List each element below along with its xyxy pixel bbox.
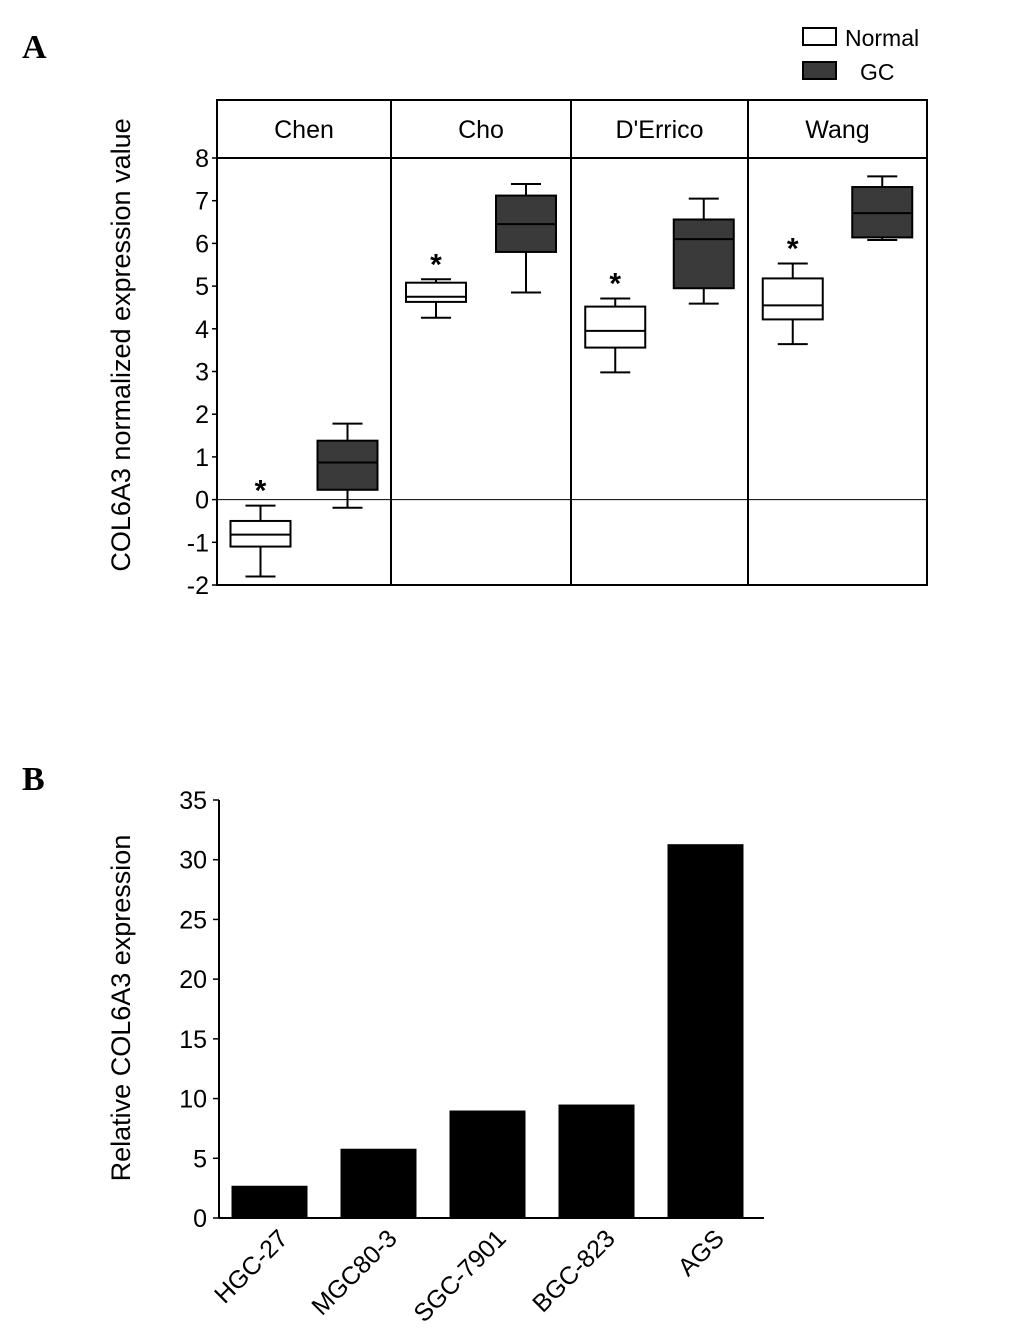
box-gc (316, 439, 379, 491)
y-tick-label: 5 (193, 1145, 207, 1173)
legend-label: GC (860, 59, 895, 85)
y-tick-label: 10 (179, 1086, 207, 1114)
box-normal (405, 281, 467, 303)
bar (667, 844, 744, 1218)
panel-b-barchart: 0 5 10 15 20 25 30 35 Relative COL6A3 expression… (106, 787, 764, 1328)
legend-swatch (802, 61, 837, 80)
y-tick-label: -1 (187, 529, 209, 557)
y-axis-label: Relative COL6A3 expression (106, 835, 136, 1182)
y-tick-label: 30 (179, 847, 207, 875)
y-tick-label: 20 (179, 966, 207, 994)
significance-marker: * (787, 232, 799, 265)
facet-label: D'Errico (615, 116, 703, 144)
bar (449, 1110, 526, 1218)
y-tick-label: 35 (179, 787, 207, 815)
box-gc (672, 218, 735, 290)
significance-marker: * (255, 475, 267, 508)
y-tick-label: 4 (195, 316, 209, 344)
y-tick-label: 0 (195, 487, 209, 515)
bar (558, 1104, 635, 1218)
y-tick-label: 25 (179, 906, 207, 934)
y-tick-label: 3 (195, 359, 209, 387)
significance-marker: * (430, 248, 442, 281)
facet-label: Wang (805, 116, 869, 144)
facet-label: Chen (274, 116, 334, 144)
panel-label-b: B (22, 761, 45, 798)
y-tick-label: 2 (195, 401, 209, 429)
y-tick-label: 8 (195, 145, 209, 173)
y-tick-label: 5 (195, 273, 209, 301)
y-axis-label: COL6A3 normalized expression value (106, 118, 136, 571)
y-tick-label: 7 (195, 188, 209, 216)
y-tick-label: 0 (193, 1205, 207, 1233)
legend-label: Normal (845, 25, 919, 51)
bar (340, 1148, 417, 1218)
bar (231, 1185, 308, 1218)
y-tick-label: -2 (187, 572, 209, 600)
legend-swatch (802, 27, 837, 46)
x-tick-label: MGC80-3 (306, 1224, 402, 1320)
y-tick-label: 15 (179, 1026, 207, 1054)
panel-label-a: A (22, 29, 47, 66)
panel-a-boxplot: -2 -1 0 1 2 3 4 5 6 7 8 COL6A3 normalized expressio… (106, 25, 928, 600)
x-tick-label: HGC-27 (209, 1224, 294, 1309)
box-normal (761, 277, 824, 321)
x-tick-label: AGS (673, 1224, 730, 1281)
significance-marker: * (609, 267, 621, 300)
y-tick-label: 6 (195, 230, 209, 258)
y-tick-label: 1 (195, 444, 209, 472)
x-tick-label: BGC-823 (527, 1224, 620, 1317)
x-tick-label: SGC-7901 (408, 1224, 511, 1327)
box-normal (584, 305, 647, 349)
facet-label: Cho (458, 116, 504, 144)
